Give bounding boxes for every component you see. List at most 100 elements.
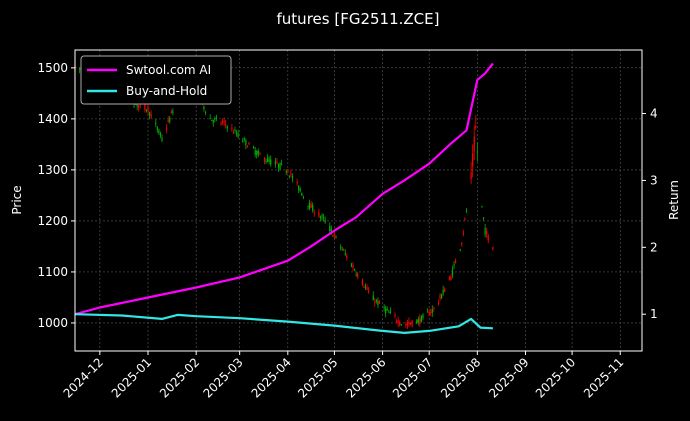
candle-body — [321, 215, 323, 217]
candle-body — [420, 315, 423, 323]
candle-body — [221, 121, 224, 123]
candle-body — [470, 172, 472, 180]
candle-body — [299, 189, 301, 191]
candle-body — [400, 324, 402, 326]
candle-body — [257, 150, 259, 154]
candle-body — [462, 232, 464, 234]
candle-body — [350, 263, 353, 267]
candle-body — [279, 162, 281, 170]
candle-body — [307, 205, 309, 207]
candle-body — [223, 120, 225, 122]
candle-body — [209, 118, 211, 120]
y-axis-label-left: Price — [10, 185, 24, 214]
candle-body — [166, 128, 168, 130]
candle-body — [256, 150, 258, 156]
candle-body — [243, 138, 245, 140]
candle-body — [332, 235, 334, 237]
candle-body — [406, 323, 409, 325]
y-tick-label-left: 1000 — [37, 316, 68, 330]
candle-body — [242, 140, 244, 142]
candle-body — [355, 274, 357, 276]
candle-body — [232, 132, 235, 134]
candle-body — [448, 277, 450, 280]
candle-body — [288, 175, 290, 177]
candle-body — [285, 171, 287, 173]
candle-body — [270, 159, 272, 165]
candle-body — [254, 150, 256, 155]
candle-body — [431, 309, 433, 313]
chart-title: futures [FG2511.ZCE] — [277, 10, 440, 28]
candle-body — [335, 236, 337, 238]
candle-body — [322, 217, 325, 219]
candle-body — [301, 192, 303, 196]
candle-body — [237, 132, 239, 137]
candle-body — [427, 311, 429, 313]
return-lines — [74, 62, 494, 334]
candle-body — [484, 228, 486, 235]
candle-body — [225, 124, 227, 126]
candle-body — [148, 112, 151, 116]
candle-body — [291, 176, 294, 179]
candle-body — [204, 111, 207, 113]
y-tick-label-right: 3 — [650, 173, 658, 187]
candle-body — [482, 217, 485, 219]
candle-body — [399, 323, 401, 325]
candle-body — [364, 286, 367, 288]
candle-body — [203, 106, 205, 110]
candle-body — [79, 68, 81, 71]
candle-body — [263, 157, 266, 162]
candle-body — [138, 105, 140, 108]
candle-body — [440, 294, 443, 299]
candle-body — [324, 219, 326, 223]
candle-body — [444, 289, 446, 292]
legend-label-hold: Buy-and-Hold — [126, 84, 207, 98]
candle-body — [464, 218, 466, 220]
candle-body — [167, 120, 169, 123]
candle-body — [417, 319, 419, 323]
candle-body — [212, 120, 214, 123]
candle-body — [419, 318, 421, 324]
candle-body — [454, 260, 457, 264]
candle-body — [235, 133, 238, 135]
grid — [75, 50, 642, 351]
candle-body — [451, 269, 454, 276]
candle-body — [150, 114, 152, 119]
candle-body — [145, 109, 148, 111]
y-axis-label-right: Return — [667, 180, 681, 220]
candle-body — [405, 324, 407, 326]
candle-body — [486, 231, 488, 234]
candle-body — [377, 301, 379, 306]
candle-body — [473, 136, 475, 152]
candle-body — [388, 311, 390, 313]
candle-body — [169, 117, 171, 122]
candle-body — [430, 312, 432, 314]
candle-body — [361, 279, 364, 285]
candle-body — [298, 185, 300, 191]
candle-body — [277, 163, 280, 168]
candle-body — [481, 205, 483, 207]
candle-body — [346, 255, 348, 258]
candle-body — [352, 265, 354, 269]
candle-body — [395, 320, 398, 322]
candle-body — [442, 289, 444, 294]
candle-body — [310, 204, 312, 208]
candle-body — [476, 151, 478, 153]
candle-body — [248, 142, 250, 145]
candle-body — [133, 106, 135, 108]
candle-body — [487, 235, 489, 241]
candle-body — [231, 127, 233, 129]
y-tick-label-right: 4 — [650, 107, 658, 121]
candle-body — [433, 307, 435, 309]
candle-body — [226, 126, 228, 129]
candle-body — [465, 210, 468, 212]
candle-body — [161, 137, 163, 141]
y-tick-label-left: 1100 — [37, 265, 68, 279]
series-line-hold — [74, 313, 493, 334]
y-tick-label-left: 1500 — [37, 61, 68, 75]
candle-body — [290, 172, 292, 176]
candle-body — [333, 233, 336, 236]
candle-body — [492, 247, 494, 250]
y-tick-label-right: 2 — [650, 240, 658, 254]
candle-body — [313, 212, 315, 214]
